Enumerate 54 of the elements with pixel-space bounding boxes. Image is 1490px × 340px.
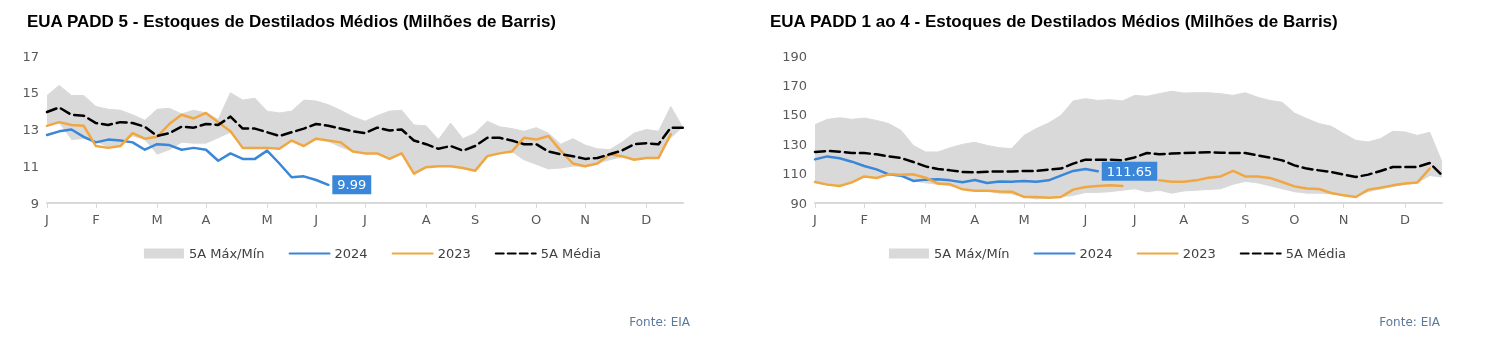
x-tick-label: S (470, 212, 480, 227)
y-tick-label: 90 (790, 195, 807, 211)
x-tick-label: D (1400, 212, 1411, 227)
legend-label: 5A Máx/Mín (933, 246, 1010, 261)
chart-title: EUA PADD 1 ao 4 - Estoques de Destilados Médios (Milhões de Barris) (770, 12, 1338, 31)
data-label: 111.65 (1106, 163, 1153, 179)
line-series (45, 111, 673, 175)
x-tick-label: N (580, 212, 591, 227)
x-tick-label: J (362, 212, 367, 227)
y-tick-label: 9 (30, 195, 39, 211)
source-note: Fonte: EIA (1379, 315, 1441, 329)
x-tick-label: M (920, 212, 932, 227)
chart-title: EUA PADD 5 - Estoques de Destilados Médios (Milhões de Barris) (27, 12, 556, 31)
x-tick-label: J (812, 212, 817, 227)
line-series (813, 149, 1444, 179)
y-tick-label: 130 (782, 136, 807, 152)
x-tick-label: J (1082, 212, 1088, 227)
y-tick-label: 17 (22, 48, 39, 64)
legend-label: 5A Média (1285, 246, 1347, 261)
y-tick-label: 150 (782, 107, 807, 123)
legend-label: 5A Máx/Mín (188, 246, 265, 261)
x-tick-label: A (970, 212, 980, 227)
legend-label: 2024 (334, 246, 368, 261)
y-tick-label: 170 (782, 77, 807, 93)
y-tick-label: 13 (22, 122, 39, 137)
y-tick-label: 11 (22, 158, 39, 174)
legend-label: 2023 (437, 246, 471, 261)
x-tick-label: O (531, 212, 542, 227)
line-series (45, 128, 330, 187)
x-tick-label: A (1179, 212, 1189, 227)
x-tick-label: O (1289, 212, 1300, 227)
legend-label: 5A Média (540, 246, 602, 261)
source-note: Fonte: EIA (629, 315, 691, 329)
x-tick-label: J (1131, 212, 1137, 227)
legend-label: 2024 (1079, 246, 1113, 261)
y-tick-label: 110 (782, 166, 807, 182)
data-label: 9.99 (337, 177, 367, 193)
x-tick-label: N (1338, 212, 1349, 227)
x-tick-label: F (92, 212, 100, 227)
x-tick-label: A (201, 212, 211, 227)
y-tick-label: 190 (782, 48, 807, 64)
x-tick-label: J (313, 212, 318, 227)
x-tick-label: J (44, 212, 49, 227)
x-tick-label: M (1018, 212, 1030, 227)
x-tick-label: M (151, 212, 163, 227)
x-tick-label: A (421, 212, 431, 227)
line-series (45, 106, 685, 161)
x-tick-label: M (261, 212, 273, 227)
x-tick-label: D (641, 212, 652, 227)
x-tick-label: F (860, 212, 868, 227)
line-series (813, 155, 1100, 185)
legend-label: 2023 (1182, 246, 1216, 261)
x-tick-label: S (1241, 212, 1250, 227)
y-tick-label: 15 (22, 85, 39, 101)
